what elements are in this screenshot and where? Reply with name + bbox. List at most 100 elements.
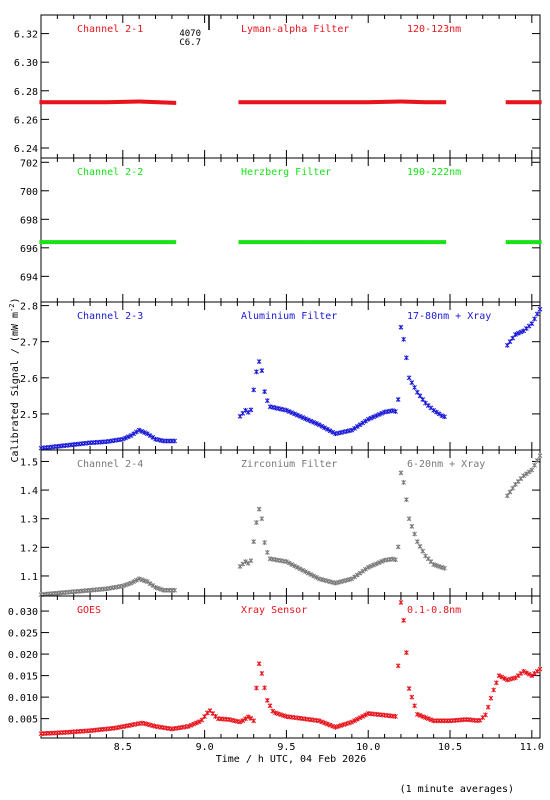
data-point [115,99,119,104]
data-point [172,438,177,444]
data-point [417,713,423,718]
data-point [286,560,292,566]
data-point [524,670,529,676]
data-point [268,240,272,245]
data-point [243,100,248,105]
data-point [284,407,289,413]
data-point [352,718,357,724]
data-point [377,99,381,104]
panel-label: GOES [77,605,101,616]
data-point [352,100,357,105]
data-point [303,100,308,105]
y-tick-label: 6.30 [14,58,38,69]
data-point [376,412,382,417]
data-point [388,99,392,104]
data-point [529,467,535,473]
data-point [357,570,363,576]
data-point [429,240,433,245]
data-point [409,380,415,386]
data-point [399,99,403,104]
data-point [102,240,106,245]
data-series [38,600,543,737]
x-tick-label: 9.0 [196,742,214,753]
data-point [173,100,177,105]
data-point [129,99,133,104]
data-point [352,425,357,431]
data-point [402,99,406,104]
data-point [515,673,521,679]
data-point [303,569,308,575]
data-point [330,723,336,729]
data-point [164,240,169,245]
data-point [155,585,161,591]
data-point [505,240,509,245]
data-point [425,716,431,722]
data-point [121,99,125,104]
data-point [434,409,439,415]
data-point [404,355,409,361]
data-point [437,240,441,245]
data-point [369,240,373,245]
data-point [58,240,62,245]
data-point [284,559,289,565]
data-point [158,586,164,592]
data-point [312,240,316,245]
data-point [390,408,396,413]
data-point [426,240,430,245]
data-point [393,409,398,414]
data-point [436,564,442,569]
data-point [132,99,136,104]
data-point [391,240,395,245]
data-point [264,398,270,404]
data-series [38,453,543,597]
data-point [262,540,267,545]
data-point [249,240,253,245]
data-point [360,420,366,426]
data-point [53,240,57,245]
data-point [537,453,543,459]
data-point [44,240,49,245]
data-point [434,100,438,105]
data-point [516,240,520,245]
data-point [526,671,532,677]
data-point [74,100,79,105]
data-point [393,240,398,245]
data-point [69,240,73,245]
data-point [420,397,426,402]
data-point [102,100,106,105]
data-point [401,336,407,342]
data-point [194,720,199,726]
data-point [268,100,272,105]
data-point [415,240,419,245]
data-point [243,716,248,722]
data-point [521,668,526,674]
y-tick-label: 0.010 [8,693,38,704]
data-point [314,421,319,426]
data-point [289,410,295,416]
data-point [524,100,528,105]
data-point [196,719,202,725]
data-point [518,671,524,676]
data-point [110,100,114,105]
data-point [338,723,344,728]
data-point [137,99,141,104]
data-point [151,100,155,105]
data-point [85,100,89,105]
data-point [431,562,437,567]
data-point [349,427,355,433]
data-point [126,240,130,245]
data-point [379,559,385,564]
y-tick-label: 698 [20,215,38,226]
data-point [107,240,111,245]
x-tick-label: 10.0 [356,742,380,753]
data-point [303,240,308,245]
data-point [292,563,297,569]
panel-label: Herzberg Filter [241,167,331,178]
data-point [134,429,139,435]
y-tick-label: 2.7 [20,338,38,349]
data-point [385,99,389,104]
data-point [249,100,253,105]
data-point [527,100,531,105]
data-point [273,240,278,245]
data-point [162,100,166,105]
